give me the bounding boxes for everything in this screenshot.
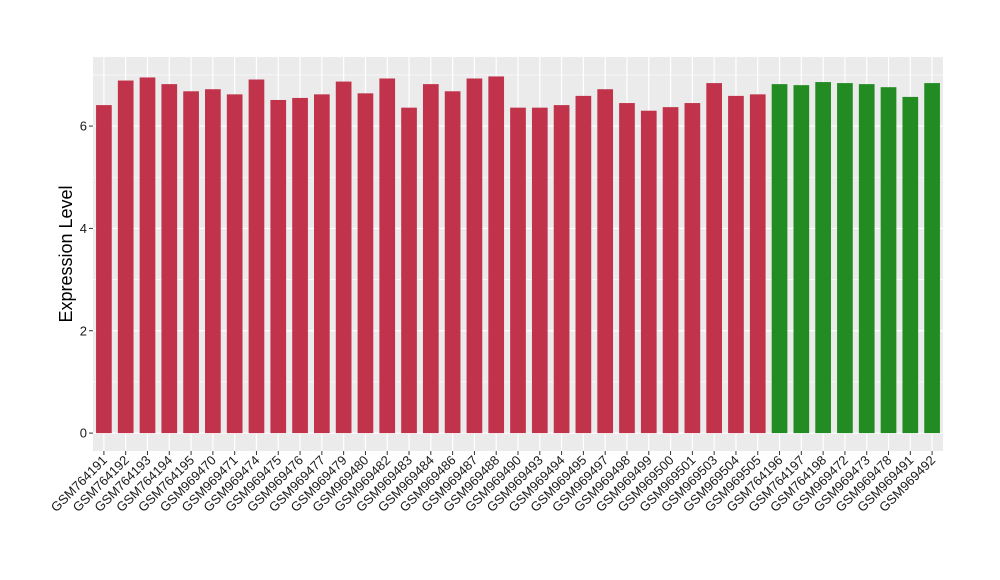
bar-GSM969490 (510, 107, 526, 434)
bar-GSM969475 (270, 99, 287, 434)
bar-GSM969470 (205, 89, 221, 434)
x-axis: GSM764191GSM764192GSM764193GSM764194GSM7… (48, 451, 938, 515)
bar-GSM969494 (553, 105, 570, 434)
bar-GSM969486 (444, 91, 461, 434)
bar-GSM764196 (771, 84, 788, 434)
bar-GSM764197 (793, 85, 810, 434)
bar-GSM969480 (357, 93, 374, 434)
y-tick-label: 4 (80, 221, 87, 236)
bar-GSM764195 (183, 91, 199, 434)
y-axis-title: Expression Level (56, 185, 76, 322)
bar-GSM764193 (139, 77, 156, 434)
bar-GSM969501 (684, 103, 701, 434)
bar-GSM969472 (837, 83, 853, 434)
bar-GSM969471 (226, 94, 243, 434)
y-tick-label: 0 (80, 426, 87, 441)
bar-GSM969497 (597, 89, 614, 434)
bar-GSM969488 (488, 76, 505, 434)
y-tick-label: 2 (80, 323, 87, 338)
bar-GSM969495 (575, 95, 592, 434)
bar-GSM969493 (531, 107, 548, 434)
bar-GSM764198 (815, 82, 831, 434)
bar-GSM969492 (924, 83, 940, 434)
bar-GSM969477 (314, 94, 330, 434)
bar-GSM969483 (401, 107, 417, 434)
bar-GSM764192 (117, 80, 134, 434)
bar-GSM969498 (619, 103, 635, 434)
bar-GSM969504 (728, 95, 744, 434)
bar-GSM764191 (96, 105, 112, 434)
bar-GSM969479 (335, 81, 352, 434)
bar-GSM969476 (292, 97, 308, 434)
bars (96, 76, 940, 434)
bar-GSM969487 (466, 78, 483, 434)
bar-GSM969491 (902, 96, 919, 434)
bar-GSM969473 (858, 84, 875, 434)
bar-GSM969474 (248, 79, 265, 434)
bar-GSM969500 (662, 107, 679, 434)
bar-GSM969505 (749, 94, 766, 434)
bar-GSM969478 (880, 87, 897, 434)
y-tick-label: 6 (80, 119, 87, 134)
bar-GSM969499 (640, 110, 657, 434)
bar-GSM764194 (161, 84, 178, 434)
bar-GSM969482 (379, 78, 396, 434)
y-axis: 0 2 4 6 (80, 119, 93, 441)
bar-GSM969503 (706, 83, 722, 434)
bar-GSM969484 (422, 84, 439, 434)
